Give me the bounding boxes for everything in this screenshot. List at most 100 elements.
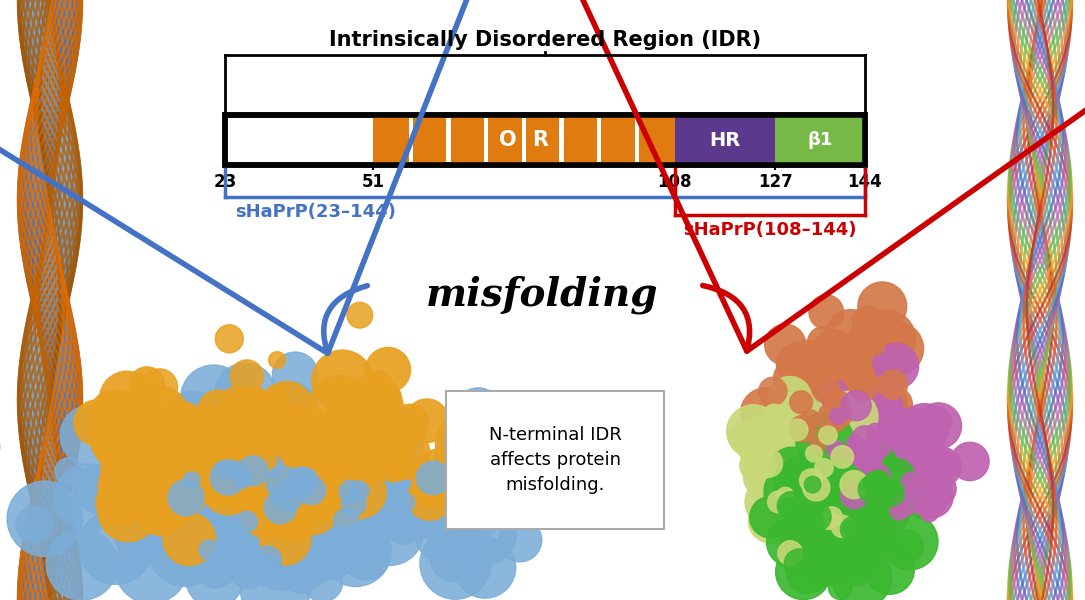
Circle shape: [118, 439, 154, 475]
Circle shape: [787, 431, 826, 470]
Circle shape: [154, 419, 218, 483]
Circle shape: [777, 433, 819, 476]
Circle shape: [286, 433, 312, 458]
Circle shape: [318, 439, 369, 490]
Circle shape: [195, 432, 238, 475]
Circle shape: [871, 322, 923, 375]
Circle shape: [791, 497, 837, 542]
Circle shape: [380, 445, 413, 479]
Circle shape: [429, 473, 465, 510]
Circle shape: [808, 364, 855, 410]
Circle shape: [114, 506, 170, 562]
Circle shape: [230, 508, 267, 544]
Circle shape: [821, 471, 864, 514]
Circle shape: [242, 521, 301, 581]
Circle shape: [789, 460, 844, 515]
Circle shape: [202, 462, 255, 515]
Circle shape: [827, 310, 875, 358]
Circle shape: [813, 457, 853, 497]
Circle shape: [259, 474, 322, 537]
Circle shape: [769, 458, 820, 508]
Circle shape: [804, 361, 839, 395]
Circle shape: [818, 424, 834, 441]
Circle shape: [834, 464, 877, 506]
Circle shape: [112, 416, 180, 485]
Circle shape: [905, 433, 923, 451]
Circle shape: [830, 446, 861, 478]
Circle shape: [272, 352, 318, 398]
Text: 108: 108: [658, 173, 692, 191]
Circle shape: [214, 425, 255, 467]
Circle shape: [271, 479, 304, 511]
Circle shape: [148, 407, 210, 470]
Circle shape: [412, 476, 443, 506]
Circle shape: [322, 405, 365, 447]
Circle shape: [306, 429, 331, 454]
Circle shape: [807, 327, 839, 358]
Circle shape: [818, 497, 877, 556]
Circle shape: [226, 446, 294, 515]
Circle shape: [142, 478, 206, 542]
Circle shape: [817, 352, 868, 403]
Circle shape: [821, 507, 842, 528]
Circle shape: [205, 511, 252, 558]
Circle shape: [245, 441, 289, 484]
Circle shape: [817, 412, 863, 458]
Circle shape: [764, 427, 801, 463]
Circle shape: [852, 368, 889, 404]
Circle shape: [750, 496, 791, 538]
Circle shape: [803, 437, 848, 482]
Circle shape: [214, 475, 252, 512]
Circle shape: [416, 508, 469, 562]
Circle shape: [255, 427, 317, 489]
Circle shape: [148, 458, 208, 520]
Circle shape: [266, 422, 332, 488]
Circle shape: [434, 457, 473, 496]
Circle shape: [186, 454, 258, 526]
Circle shape: [319, 493, 367, 540]
Circle shape: [210, 460, 245, 495]
Circle shape: [228, 461, 245, 479]
Circle shape: [844, 442, 865, 463]
Circle shape: [829, 576, 852, 599]
Circle shape: [89, 391, 151, 453]
Circle shape: [195, 547, 237, 588]
Circle shape: [261, 474, 323, 535]
Circle shape: [217, 503, 283, 569]
Circle shape: [184, 454, 229, 499]
Circle shape: [265, 383, 318, 436]
Circle shape: [163, 513, 216, 566]
Circle shape: [205, 445, 277, 517]
Circle shape: [905, 477, 931, 503]
Circle shape: [376, 426, 430, 479]
Circle shape: [321, 467, 395, 541]
Circle shape: [861, 367, 894, 398]
Circle shape: [787, 457, 839, 509]
Circle shape: [196, 510, 235, 550]
Circle shape: [820, 508, 879, 567]
Circle shape: [233, 470, 252, 488]
Circle shape: [199, 390, 238, 430]
Circle shape: [794, 482, 832, 521]
Circle shape: [851, 446, 889, 484]
Circle shape: [743, 456, 786, 497]
Circle shape: [814, 346, 858, 390]
Circle shape: [745, 476, 796, 527]
Circle shape: [192, 453, 245, 506]
Circle shape: [230, 500, 291, 562]
Circle shape: [220, 387, 282, 449]
Circle shape: [175, 455, 217, 497]
Circle shape: [196, 446, 240, 490]
Circle shape: [801, 369, 833, 401]
FancyArrowPatch shape: [518, 0, 1085, 351]
Circle shape: [168, 430, 229, 490]
Circle shape: [805, 425, 837, 456]
Circle shape: [358, 461, 430, 533]
Circle shape: [222, 463, 281, 522]
Circle shape: [228, 439, 268, 479]
Circle shape: [783, 364, 828, 409]
Circle shape: [792, 509, 844, 562]
Bar: [775, 115, 865, 165]
Circle shape: [186, 490, 234, 538]
Circle shape: [858, 388, 891, 421]
